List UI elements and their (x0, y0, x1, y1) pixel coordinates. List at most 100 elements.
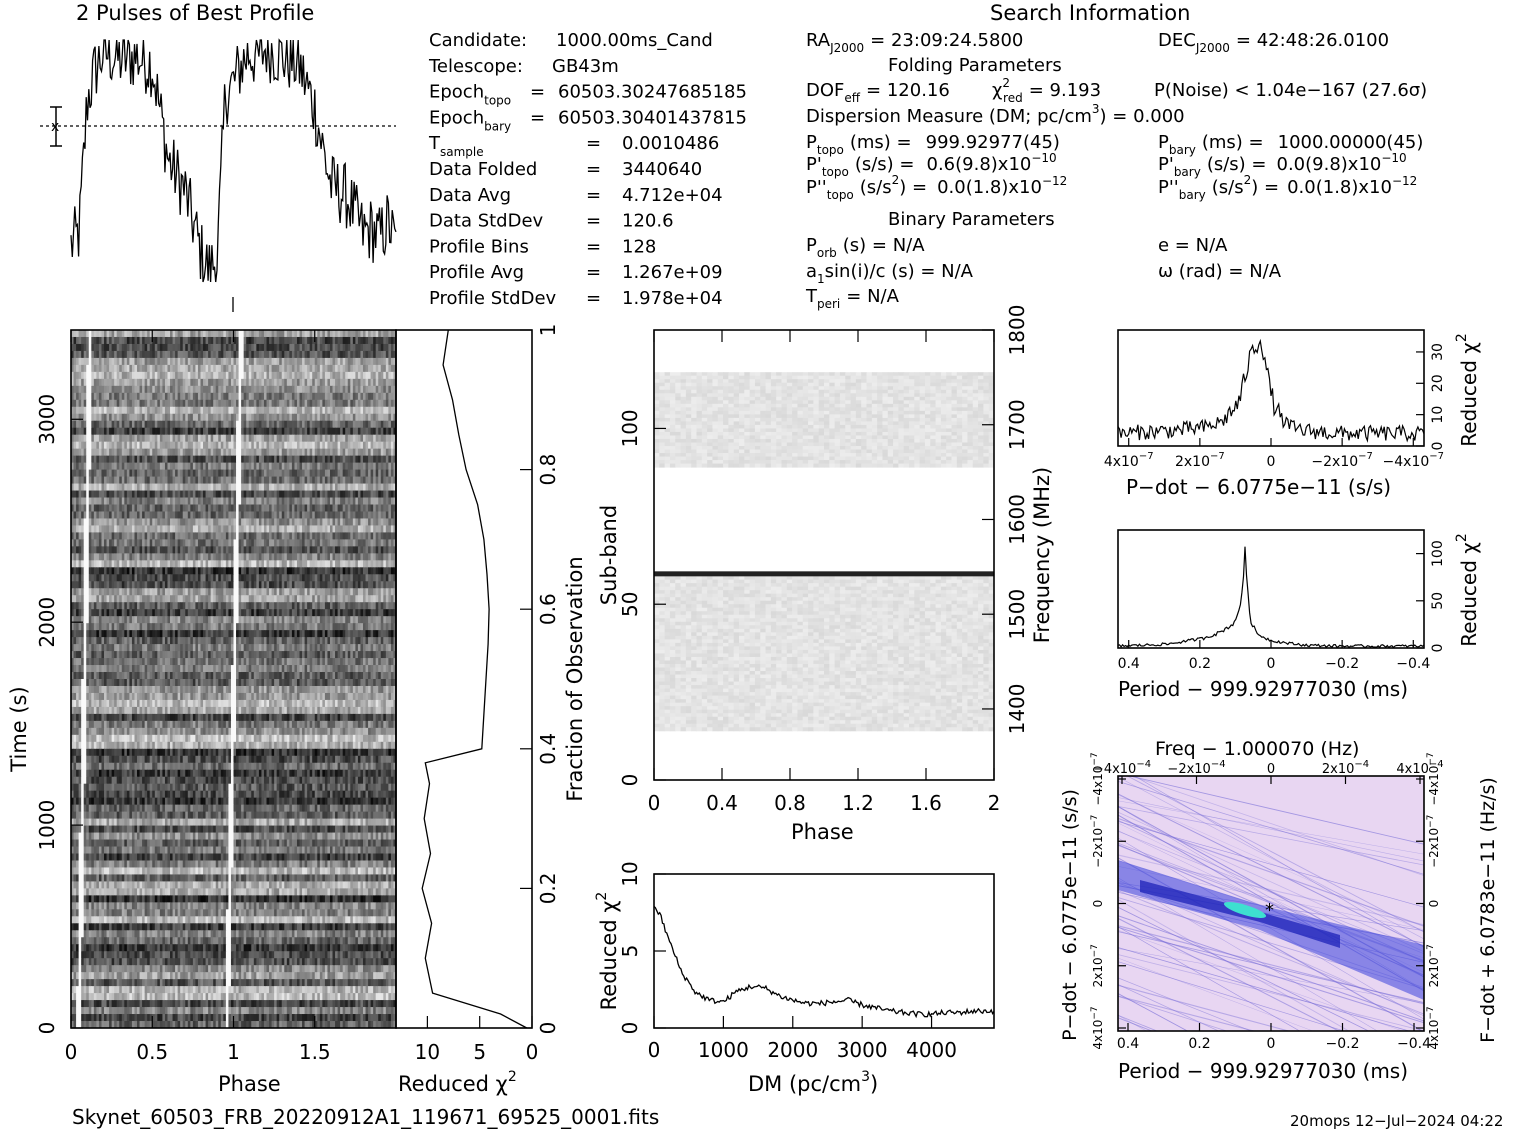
time-phase-cell (109, 350, 113, 359)
time-phase-cell (291, 371, 295, 380)
time-phase-cell (195, 378, 199, 387)
time-phase-cell (114, 385, 118, 394)
time-phase-cell (210, 378, 214, 387)
info-equals: = (530, 107, 545, 128)
time-phase-cell (345, 330, 349, 338)
time-phase-cell (129, 343, 133, 352)
time-phase-cell (203, 378, 207, 387)
time-phase-cell (220, 392, 224, 401)
time-phase-cell (182, 343, 186, 352)
time-phase-cell (241, 330, 245, 338)
time-phase-cell (182, 378, 186, 387)
time-phase-cell (172, 364, 176, 373)
time-phase-cell (142, 336, 146, 345)
time-phase-cell (241, 371, 245, 380)
time-phase-cell (164, 399, 168, 408)
time-phase-cell (307, 399, 311, 408)
time-phase-cell (271, 392, 275, 401)
time-phase-cell (309, 385, 313, 394)
time-phase-cell (187, 378, 191, 387)
time-phase-cell (111, 399, 115, 408)
time-phase-cell (180, 343, 184, 352)
search-title: Search Information (990, 1, 1190, 25)
time-phase-cell (190, 336, 194, 345)
time-phase-cell (269, 350, 273, 359)
time-phase-cell (281, 399, 285, 408)
time-phase-cell (192, 357, 196, 366)
time-phase-cell (241, 343, 245, 352)
time-phase-cell (88, 343, 92, 352)
time-phase-cell (281, 364, 285, 373)
time-phase-cell (101, 330, 105, 338)
time-phase-cell (167, 371, 171, 380)
time-phase-cell (337, 330, 341, 338)
time-phase-cell (210, 371, 214, 380)
time-phase-cell (302, 330, 306, 338)
time-phase-cell (390, 336, 394, 345)
time-phase-cell (286, 343, 290, 352)
time-phase-cell (228, 385, 232, 394)
time-phase-cell (378, 336, 382, 345)
time-phase-cell (106, 371, 110, 380)
time-phase-cell (299, 399, 303, 408)
time-phase-cell (266, 330, 270, 338)
time-phase-cell (157, 385, 161, 394)
time-phase-cell (210, 392, 214, 401)
time-phase-cell (101, 343, 105, 352)
time-phase-cell (243, 399, 247, 408)
time-phase-cell (164, 378, 168, 387)
profile-line (70, 38, 397, 283)
time-phase-cell (390, 399, 394, 408)
time-phase-cell (365, 378, 369, 387)
time-phase-cell (393, 392, 396, 401)
time-phase-cell (246, 343, 250, 352)
time-phase-cell (124, 364, 128, 373)
time-phase-cell (256, 399, 260, 408)
time-phase-cell (357, 385, 361, 394)
time-phase-cell (195, 371, 199, 380)
time-phase-cell (126, 357, 130, 366)
time-phase-cell (149, 378, 153, 387)
time-phase-cell (157, 357, 161, 366)
time-phase-cell (236, 343, 240, 352)
time-phase-cell (144, 399, 148, 408)
time-phase-cell (309, 399, 313, 408)
time-phase-cell (175, 343, 179, 352)
time-phase-cell (76, 392, 80, 401)
time-phase-cell (357, 371, 361, 380)
time-phase-cell (76, 399, 80, 408)
time-phase-cell (335, 378, 339, 387)
time-phase-cell (172, 371, 176, 380)
time-phase-cell (71, 336, 75, 345)
time-phase-cell (345, 336, 349, 345)
time-phase-cell (261, 371, 265, 380)
time-phase-cell (225, 378, 229, 387)
time-phase-cell (284, 385, 288, 394)
time-phase-cell (180, 350, 184, 359)
time-phase-cell (324, 392, 328, 401)
time-phase-cell (345, 399, 349, 408)
porb-text: Porb (s) = N/A (806, 235, 925, 260)
time-phase-cell (274, 392, 278, 401)
time-phase-cell (380, 378, 384, 387)
time-phase-cell (101, 364, 105, 373)
time-phase-cell (93, 330, 97, 338)
time-phase-cell (304, 378, 308, 387)
time-phase-cell (154, 385, 158, 394)
time-phase-cell (281, 330, 285, 338)
time-phase-cell (230, 357, 234, 366)
time-phase-cell (190, 392, 194, 401)
time-phase-cell (172, 385, 176, 394)
time-phase-cell (357, 350, 361, 359)
time-phase-cell (296, 399, 301, 408)
time-phase-cell (380, 399, 384, 408)
time-phase-cell (335, 343, 339, 352)
time-phase-cell (175, 378, 179, 387)
time-phase-cell (347, 336, 351, 345)
time-phase-cell (365, 357, 369, 366)
time-phase-cell (131, 392, 135, 401)
time-phase-cell (370, 350, 374, 359)
time-phase-cell (223, 399, 227, 408)
time-phase-cell (276, 378, 280, 387)
time-phase-cell (289, 330, 293, 338)
